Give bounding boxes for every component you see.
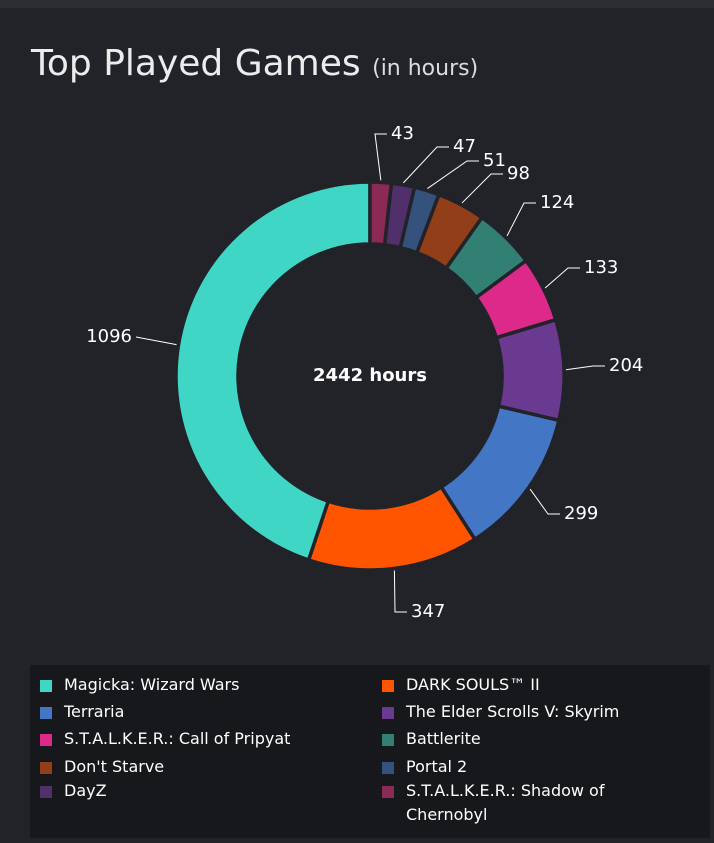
leader-line-portal-2	[427, 160, 479, 190]
legend-swatch	[382, 786, 394, 798]
value-label-dayz: 47	[453, 136, 476, 157]
legend-label: Magicka: Wizard Wars	[64, 675, 240, 694]
legend-label: The Elder Scrolls V: Skyrim	[406, 702, 620, 721]
slice-s-t-a-l-k-e-r-shadow-of-chernobyl[interactable]	[368, 180, 394, 247]
donut-slices	[174, 180, 566, 572]
legend: Magicka: Wizard Wars DARK SOULS™ II Terrar…	[30, 665, 710, 838]
value-label-magicka-wizard-wars: 1096	[86, 326, 132, 347]
chart-title: Top Played Games (in hours)	[31, 38, 478, 95]
legend-swatch	[40, 762, 52, 774]
legend-swatch	[40, 734, 52, 746]
value-label-battlerite: 124	[540, 192, 574, 213]
value-label-s-t-a-l-k-e-r-call-of-pripyat: 133	[584, 257, 618, 278]
legend-label: DayZ	[64, 781, 107, 800]
legend-item-terraria[interactable]: Terraria	[40, 700, 340, 724]
legend-label: Terraria	[64, 702, 125, 721]
leader-line-s-t-a-l-k-e-r-call-of-pripyat	[544, 267, 580, 289]
leader-line-s-t-a-l-k-e-r-shadow-of-chernobyl	[374, 133, 387, 181]
legend-label: Portal 2	[406, 757, 468, 776]
legend-swatch	[40, 707, 52, 719]
legend-item-dayz[interactable]: DayZ	[40, 779, 340, 803]
legend-swatch	[382, 734, 394, 746]
chart-title-text: Top Played Games	[31, 43, 361, 84]
leader-line-dark-souls-ii	[393, 570, 407, 613]
value-label-terraria: 299	[564, 503, 598, 524]
chart-subtitle: (in hours)	[372, 56, 479, 81]
legend-item-s-t-a-l-k-e-r-shadow-of-chernobyl[interactable]: S.T.A.L.K.E.R.: Shadow of Chernobyl	[382, 779, 682, 827]
leader-line-don-t-starve	[461, 173, 503, 204]
leader-line-battlerite	[506, 202, 536, 237]
legend-swatch	[382, 707, 394, 719]
value-label-portal-2: 51	[483, 150, 506, 171]
legend-label: S.T.A.L.K.E.R.: Shadow of Chernobyl	[406, 781, 605, 824]
legend-item-portal-2[interactable]: Portal 2	[382, 755, 682, 779]
legend-item-dark-souls-ii[interactable]: DARK SOULS™ II	[382, 673, 682, 697]
total-hours-label: 2442 hours	[313, 365, 427, 386]
legend-item-magicka-wizard-wars[interactable]: Magicka: Wizard Wars	[40, 673, 340, 697]
top-bar	[0, 0, 714, 8]
legend-swatch	[40, 786, 52, 798]
legend-label: S.T.A.L.K.E.R.: Call of Pripyat	[64, 729, 291, 748]
legend-label: DARK SOULS™ II	[406, 675, 540, 694]
legend-swatch	[382, 762, 394, 774]
leader-lines	[135, 133, 605, 613]
value-label-s-t-a-l-k-e-r-shadow-of-chernobyl: 43	[391, 123, 414, 144]
legend-label: Don't Starve	[64, 757, 165, 776]
legend-label: Battlerite	[406, 729, 481, 748]
value-label-dark-souls-ii: 347	[411, 601, 445, 622]
value-label-don-t-starve: 98	[507, 163, 530, 184]
value-label-the-elder-scrolls-v-skyrim: 204	[609, 355, 643, 376]
legend-swatch	[40, 680, 52, 692]
slice-magicka-wizard-wars[interactable]	[174, 180, 372, 562]
legend-item-don-t-starve[interactable]: Don't Starve	[40, 755, 340, 779]
legend-swatch	[382, 680, 394, 692]
legend-item-the-elder-scrolls-v-skyrim[interactable]: The Elder Scrolls V: Skyrim	[382, 700, 682, 724]
leader-line-terraria	[529, 488, 560, 515]
leader-line-the-elder-scrolls-v-skyrim	[565, 365, 605, 371]
legend-item-battlerite[interactable]: Battlerite	[382, 727, 682, 751]
leader-line-dayz	[403, 146, 449, 184]
leader-line-magicka-wizard-wars	[135, 336, 177, 346]
legend-item-s-t-a-l-k-e-r-call-of-pripyat[interactable]: S.T.A.L.K.E.R.: Call of Pripyat	[40, 727, 340, 751]
